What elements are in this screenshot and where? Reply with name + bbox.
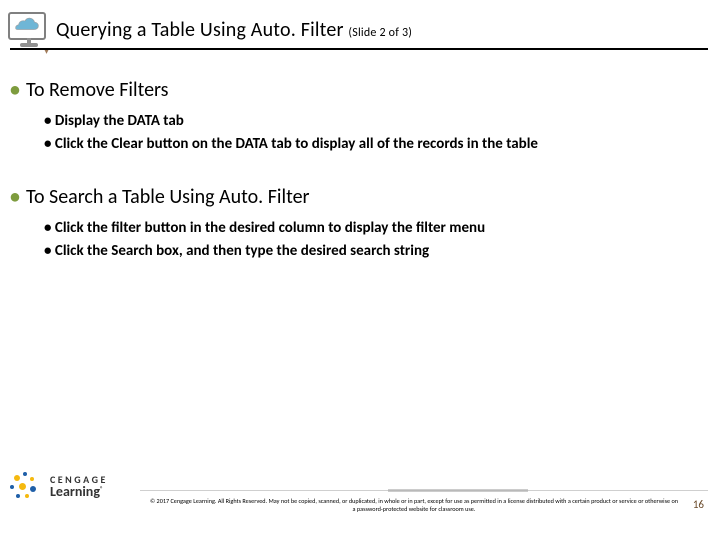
- brand-logo: CENGAGE Learning®: [10, 472, 108, 502]
- slide-title: Querying a Table Using Auto. Filter (Sli…: [56, 18, 412, 42]
- slide-header: Querying a Table Using Auto. Filter (Sli…: [0, 18, 720, 62]
- section-heading-text: To Remove Filters: [26, 78, 169, 102]
- section-heading: •To Search a Table Using Auto. Filter: [10, 185, 708, 209]
- brand-name-bottom: Learning®: [50, 485, 108, 499]
- list-item: Click the Clear button on the DATA tab t…: [44, 133, 708, 156]
- sub-list: Click the filter button in the desired c…: [10, 217, 708, 264]
- bullet-icon: •: [10, 185, 20, 209]
- list-item: Click the filter button in the desired c…: [44, 217, 708, 240]
- logo-text: CENGAGE Learning®: [50, 475, 108, 499]
- bullet-icon: •: [10, 78, 20, 102]
- footer-rule: [140, 490, 708, 491]
- cloud-icon: [13, 17, 41, 35]
- header-caret-icon: ▾: [44, 44, 49, 57]
- slide: Querying a Table Using Auto. Filter (Sli…: [0, 0, 720, 540]
- sub-list: Display the DATA tab Click the Clear but…: [10, 110, 708, 157]
- slide-footer: CENGAGE Learning® © 2017 Cengage Learnin…: [10, 476, 708, 536]
- section-remove-filters: •To Remove Filters Display the DATA tab …: [10, 78, 708, 157]
- list-item: Display the DATA tab: [44, 110, 708, 133]
- slide-body: •To Remove Filters Display the DATA tab …: [10, 78, 708, 291]
- section-heading-text: To Search a Table Using Auto. Filter: [26, 185, 310, 209]
- registered-mark: ®: [100, 484, 103, 492]
- copyright-text: © 2017 Cengage Learning. All Rights Rese…: [150, 498, 678, 514]
- slide-title-suffix: (Slide 2 of 3): [348, 26, 412, 40]
- header-underline: [10, 48, 708, 50]
- monitor-frame: [8, 12, 46, 40]
- section-heading: •To Remove Filters: [10, 78, 708, 102]
- page-number: 16: [693, 498, 704, 511]
- logo-mark-icon: [10, 472, 44, 502]
- slide-title-main: Querying a Table Using Auto. Filter: [56, 18, 344, 42]
- section-search-table: •To Search a Table Using Auto. Filter Cl…: [10, 185, 708, 264]
- list-item: Click the Search box, and then type the …: [44, 240, 708, 263]
